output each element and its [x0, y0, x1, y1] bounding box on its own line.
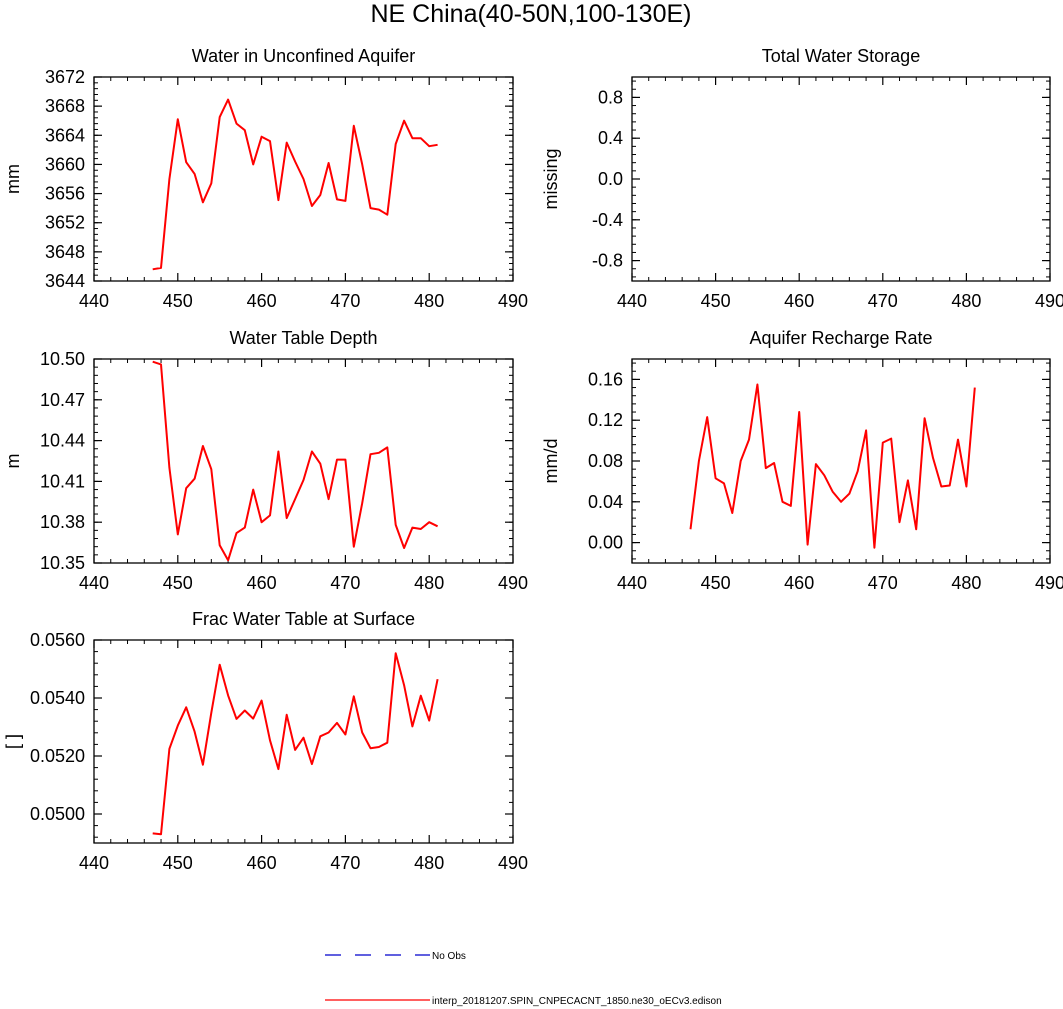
y-tick-label: 3672 — [45, 67, 85, 87]
chart-panel: Frac Water Table at Surface [ ] 440 450 460 4… — [3, 609, 528, 873]
chart-title: Total Water Storage — [762, 46, 920, 66]
x-tick-label: 490 — [498, 573, 528, 593]
x-tick-label: 460 — [247, 573, 277, 593]
y-tick-label: 3652 — [45, 213, 85, 233]
x-tick-label: 450 — [701, 573, 731, 593]
x-tick-label: 450 — [163, 853, 193, 873]
x-tick-label: 440 — [79, 853, 109, 873]
y-axis-label: m — [3, 454, 23, 469]
plot-frame — [631, 76, 1051, 282]
x-tick-label: 440 — [79, 291, 109, 311]
x-tick-label: 460 — [247, 853, 277, 873]
x-tick-label: 460 — [784, 573, 814, 593]
x-tick-label: 480 — [951, 291, 981, 311]
plot-frame — [93, 358, 514, 564]
x-tick-label: 440 — [617, 291, 647, 311]
x-tick-label: 490 — [498, 291, 528, 311]
y-tick-label: 3656 — [45, 184, 85, 204]
series-line — [152, 98, 438, 271]
chart-title: Water Table Depth — [229, 328, 377, 348]
y-tick-label: 0.04 — [588, 492, 623, 512]
y-tick-label: 10.44 — [40, 431, 85, 451]
y-tick-label: 10.35 — [40, 553, 85, 573]
x-tick-label: 440 — [79, 573, 109, 593]
chart-title: Aquifer Recharge Rate — [749, 328, 932, 348]
x-tick-label: 490 — [1035, 291, 1063, 311]
x-tick-label: 470 — [330, 291, 360, 311]
x-tick-label: 480 — [414, 573, 444, 593]
legend: No Obs interp_20181207.SPIN_CNPECACNT_18… — [325, 951, 722, 1007]
x-tick-label: 450 — [701, 291, 731, 311]
x-tick-label: 470 — [868, 291, 898, 311]
plot-frame — [631, 358, 1051, 564]
chart-panels: Water in Unconfined Aquifer mm 440 450 460 47… — [3, 46, 1063, 873]
series-line — [689, 383, 976, 549]
plot-frame — [93, 639, 514, 844]
legend-model-label: interp_20181207.SPIN_CNPECACNT_1850.ne30… — [432, 996, 722, 1007]
y-tick-label: 0.0560 — [30, 630, 85, 650]
y-tick-label: 10.47 — [40, 390, 85, 410]
x-tick-label: 490 — [498, 853, 528, 873]
y-tick-label: -0.8 — [592, 251, 623, 271]
y-tick-label: 0.0520 — [30, 746, 85, 766]
chart-panel: Water Table Depth m 440 450 460 470 480 490 10.3… — [3, 328, 528, 593]
legend-obs-label: No Obs — [432, 951, 466, 962]
chart-panel: Water in Unconfined Aquifer mm 440 450 460 47… — [3, 46, 528, 311]
y-tick-label: 0.4 — [598, 128, 623, 148]
y-tick-label: 3644 — [45, 271, 85, 291]
series-line — [152, 360, 439, 562]
page-title: NE China(40-50N,100-130E) — [370, 0, 691, 28]
y-tick-label: 0.12 — [588, 410, 623, 430]
y-tick-label: 3668 — [45, 96, 85, 116]
chart-panel: Total Water Storage missing 440 450 460 470 48… — [541, 46, 1063, 311]
x-tick-label: 450 — [163, 291, 193, 311]
chart-title: Water in Unconfined Aquifer — [192, 46, 415, 66]
x-tick-label: 490 — [1035, 573, 1063, 593]
y-tick-label: 0.16 — [588, 369, 623, 389]
y-tick-label: 3660 — [45, 154, 85, 174]
x-tick-label: 450 — [163, 573, 193, 593]
x-tick-label: 480 — [414, 291, 444, 311]
x-tick-label: 460 — [784, 291, 814, 311]
x-tick-label: 470 — [868, 573, 898, 593]
y-tick-label: 3648 — [45, 242, 85, 262]
y-axis-label: mm/d — [541, 439, 561, 484]
y-tick-label: 0.0500 — [30, 804, 85, 824]
x-tick-label: 460 — [247, 291, 277, 311]
y-tick-label: 0.0540 — [30, 688, 85, 708]
x-tick-label: 480 — [414, 853, 444, 873]
y-tick-label: 10.38 — [40, 512, 85, 532]
x-tick-label: 480 — [951, 573, 981, 593]
y-tick-label: 10.50 — [40, 349, 85, 369]
y-axis-label: missing — [541, 148, 561, 209]
y-tick-label: 10.41 — [40, 471, 85, 491]
y-tick-label: 0.00 — [588, 533, 623, 553]
y-tick-label: 0.0 — [598, 169, 623, 189]
y-tick-label: 3664 — [45, 125, 85, 145]
chart-panel: Aquifer Recharge Rate mm/d 440 450 460 470 480… — [541, 328, 1063, 593]
y-tick-label: -0.4 — [592, 210, 623, 230]
x-tick-label: 470 — [330, 573, 360, 593]
x-tick-label: 470 — [330, 853, 360, 873]
plot-frame — [93, 76, 514, 282]
y-tick-label: 0.8 — [598, 87, 623, 107]
y-axis-label: mm — [3, 164, 23, 194]
x-tick-label: 440 — [617, 573, 647, 593]
y-tick-label: 0.08 — [588, 451, 623, 471]
y-axis-label: [ ] — [3, 734, 23, 749]
series-line — [152, 652, 439, 836]
chart-title: Frac Water Table at Surface — [192, 609, 415, 629]
